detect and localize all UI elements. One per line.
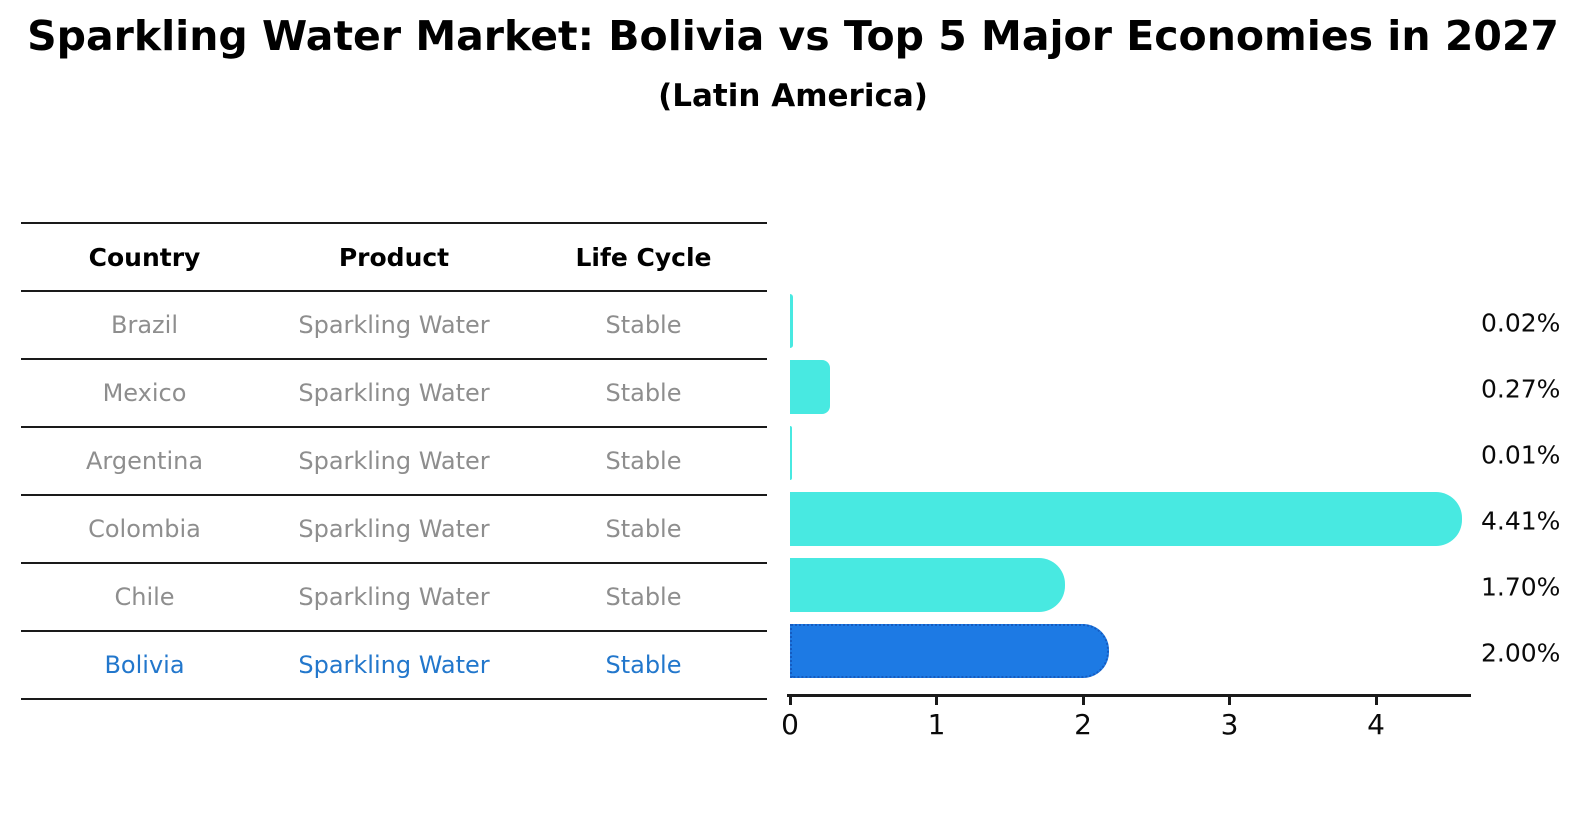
column-header-life-cycle: Life Cycle <box>575 242 712 272</box>
country-table: Country Product Life Cycle Brazil Sparkl… <box>21 222 767 700</box>
product-cell: Sparkling Water <box>298 651 490 679</box>
life-cycle-cell: Stable <box>605 515 682 543</box>
bar-argentina <box>790 426 792 480</box>
x-axis-line <box>787 694 1471 697</box>
chart-subtitle: (Latin America) <box>658 78 928 114</box>
value-label-colombia: 4.41% <box>1481 506 1561 536</box>
country-cell: Argentina <box>85 447 204 475</box>
x-tick-label: 2 <box>1074 708 1092 741</box>
table-row-argentina: Argentina Sparkling Water Stable <box>21 426 767 494</box>
bar-colombia <box>790 492 1463 546</box>
life-cycle-cell: Stable <box>605 379 682 407</box>
bar-bolivia <box>790 624 1109 678</box>
country-cell: Bolivia <box>104 651 185 679</box>
table-row-bolivia: Bolivia Sparkling Water Stable <box>21 630 767 698</box>
product-cell: Sparkling Water <box>298 311 490 339</box>
x-tick-mark <box>788 695 792 705</box>
table-row-mexico: Mexico Sparkling Water Stable <box>21 358 767 426</box>
bar-chile <box>790 558 1066 612</box>
product-cell: Sparkling Water <box>298 515 490 543</box>
table-header-row: Country Product Life Cycle <box>21 222 767 290</box>
country-cell: Chile <box>114 583 175 611</box>
life-cycle-cell: Stable <box>605 583 682 611</box>
table-row-brazil: Brazil Sparkling Water Stable <box>21 290 767 358</box>
x-tick-mark <box>1228 695 1231 705</box>
x-tick-mark <box>1081 695 1085 705</box>
product-cell: Sparkling Water <box>298 447 490 475</box>
column-header-country: Country <box>88 242 201 272</box>
product-cell: Sparkling Water <box>298 583 490 611</box>
x-tick-label: 0 <box>781 708 799 741</box>
value-label-chile: 1.70% <box>1481 572 1561 602</box>
life-cycle-cell: Stable <box>605 651 682 679</box>
value-label-brazil: 0.02% <box>1481 308 1561 338</box>
table-row-colombia: Colombia Sparkling Water Stable <box>21 494 767 562</box>
x-tick-mark <box>1374 695 1378 705</box>
value-label-mexico: 0.27% <box>1481 374 1561 404</box>
column-header-product: Product <box>338 242 450 272</box>
value-label-argentina: 0.01% <box>1481 440 1561 470</box>
table-row-chile: Chile Sparkling Water Stable <box>21 562 767 630</box>
bar-brazil <box>790 294 793 348</box>
country-cell: Mexico <box>102 379 187 407</box>
bar-mexico <box>790 360 830 414</box>
x-tick-label: 1 <box>927 708 946 741</box>
life-cycle-cell: Stable <box>605 311 682 339</box>
product-cell: Sparkling Water <box>298 379 490 407</box>
chart-title: Sparkling Water Market: Bolivia vs Top 5… <box>27 12 1559 60</box>
x-tick-mark <box>935 695 938 705</box>
value-label-bolivia: 2.00% <box>1481 638 1561 668</box>
life-cycle-cell: Stable <box>605 447 682 475</box>
country-cell: Brazil <box>111 311 178 339</box>
country-cell: Colombia <box>88 515 201 543</box>
x-tick-label: 4 <box>1367 708 1385 741</box>
x-tick-label: 3 <box>1220 708 1239 741</box>
